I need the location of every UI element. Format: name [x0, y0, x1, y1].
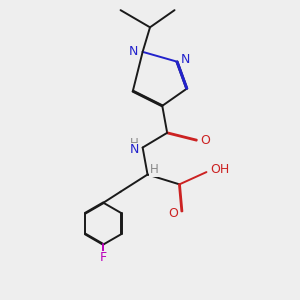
Text: O: O: [200, 134, 210, 147]
Text: N: N: [181, 53, 190, 66]
Text: N: N: [128, 45, 138, 58]
Text: H: H: [130, 137, 139, 150]
Text: OH: OH: [210, 163, 230, 176]
Text: F: F: [100, 251, 107, 265]
Text: N: N: [130, 143, 139, 157]
Text: O: O: [168, 207, 178, 220]
Text: H: H: [150, 163, 159, 176]
